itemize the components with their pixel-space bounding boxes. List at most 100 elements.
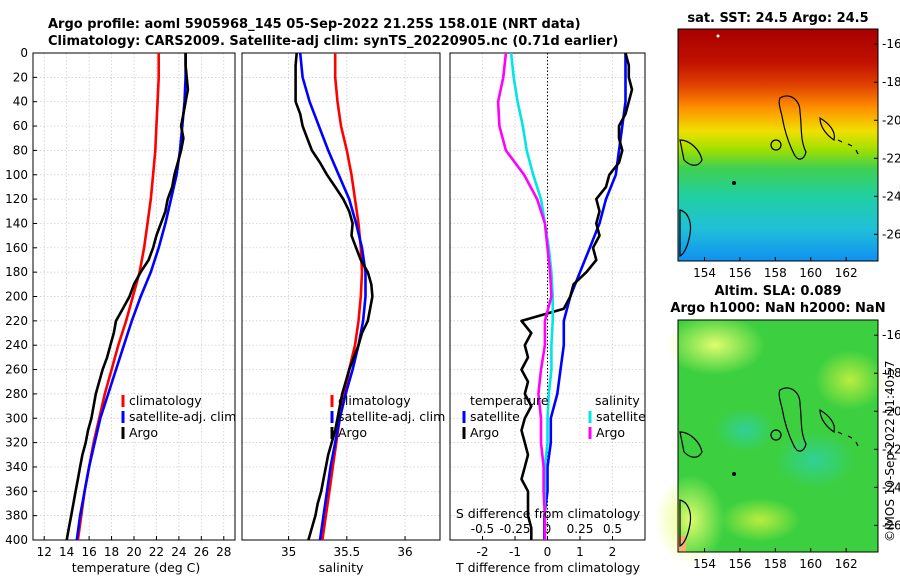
x-tick-label: 36	[397, 545, 412, 559]
legend-title-temperature: temperature	[470, 393, 549, 408]
temperature-xlabel: temperature (deg C)	[72, 560, 201, 575]
y-tick-label: -20	[882, 404, 900, 418]
sst-map-axes: 154 156 158 160 162 -16 -18 -20 -22 -24 -26	[693, 37, 900, 280]
y-tick-label: 200	[5, 290, 28, 304]
series-line-argo	[65, 53, 190, 541]
s-tick-label: -0.5	[471, 522, 494, 536]
x-tick-label: 20	[126, 545, 141, 559]
credit-text: ©IMOS 10-Sep-2022 11:40:57	[883, 360, 897, 542]
legend-label-argo: Argo	[338, 425, 367, 440]
sla-map-axes: 154 156 158 160 162 -16 -18 -20 -22 -24 -26	[693, 328, 900, 571]
x-tick-label: 154	[693, 266, 716, 280]
sla-map-frame	[677, 319, 879, 553]
figure-title-line1: Argo profile: aoml 5905968_145 05-Sep-20…	[48, 17, 581, 32]
y-tick-label: 80	[13, 143, 28, 157]
y-tick-label: 40	[13, 95, 28, 109]
x-tick-label: 158	[764, 266, 787, 280]
island-outline	[770, 139, 782, 151]
sla-blob	[665, 315, 765, 375]
sst-map	[677, 28, 879, 262]
sst-coastlines	[679, 95, 859, 257]
y-tick-label: 0	[20, 46, 28, 60]
x-tick-label: -1	[509, 545, 521, 559]
x-tick-label: 1	[576, 545, 584, 559]
island-outline	[819, 116, 835, 141]
y-tick-label: 300	[5, 411, 28, 425]
sla-blob	[720, 498, 800, 542]
x-tick-label: 18	[104, 545, 119, 559]
y-tick-label: 220	[5, 314, 28, 328]
legend-label-satellite: satellite-adj. clim	[338, 409, 445, 424]
y-tick-label: 180	[5, 265, 28, 279]
x-tick-label: 2	[609, 545, 617, 559]
reef-outline	[837, 431, 859, 447]
y-tick-label: 20	[13, 70, 28, 84]
series-line-satellite-adj-clim	[298, 52, 367, 541]
axes-frame	[241, 52, 441, 541]
y-tick-label: 380	[5, 509, 28, 523]
difference-legend: temperature satellite Argo salinity sate…	[462, 393, 646, 440]
x-tick-label: -2	[477, 545, 489, 559]
y-tick-label: -16	[882, 328, 900, 342]
y-tick-label: 60	[13, 119, 28, 133]
y-tick-label: 240	[5, 338, 28, 352]
x-tick-label: 35.5	[333, 545, 360, 559]
legend-label-climatology: climatology	[338, 393, 411, 408]
sst-map-frame	[677, 28, 879, 262]
y-tick-label: 320	[5, 436, 28, 450]
island-outline	[778, 95, 807, 160]
y-tick-label: -24	[882, 189, 900, 203]
x-tick-label: 12	[37, 545, 52, 559]
x-tick-label: 156	[728, 557, 751, 571]
legend-label-climatology: climatology	[129, 393, 202, 408]
y-tick-label: 280	[5, 387, 28, 401]
s-tick-label: 0.25	[567, 522, 594, 536]
temperature-legend: climatology satellite-adj. clim Argo	[121, 393, 236, 440]
y-tick-label: -26	[882, 518, 900, 532]
argo-location-marker	[732, 181, 736, 185]
coast-outline	[679, 499, 692, 547]
y-tick-label: 400	[5, 533, 28, 547]
s-tick-label: 0.5	[603, 522, 622, 536]
x-tick-label: 158	[764, 557, 787, 571]
argo-location-marker	[732, 472, 736, 476]
s-tick-label: -0.25	[499, 522, 530, 536]
y-tick-label: 360	[5, 484, 28, 498]
x-tick-label: 16	[81, 545, 96, 559]
x-tick-label: 162	[835, 557, 858, 571]
y-tick-label: 260	[5, 363, 28, 377]
figure-title-line2: Climatology: CARS2009. Satellite-adj cli…	[48, 34, 618, 49]
sla-map-title: Altim. SLA: 0.089	[715, 284, 842, 299]
sla-coastlines	[679, 387, 859, 547]
x-tick-label: 160	[799, 557, 822, 571]
y-tick-label: -18	[882, 75, 900, 89]
series-line-s-argo	[496, 52, 553, 540]
island-outline	[778, 387, 807, 452]
sla-map	[655, 315, 885, 565]
x-tick-label: 14	[59, 545, 74, 559]
series-line-climatology	[321, 53, 364, 541]
x-tick-label: 28	[216, 545, 231, 559]
legend-label-s-satellite: satellite	[596, 409, 646, 424]
sla-blob	[775, 432, 855, 488]
y-tick-label: 160	[5, 241, 28, 255]
x-tick-label: 154	[693, 557, 716, 571]
coast-outline	[679, 431, 703, 458]
legend-label-t-satellite: satellite	[470, 409, 520, 424]
sst-field	[678, 29, 878, 261]
y-tick-label: -22	[882, 442, 900, 456]
t-difference-xlabel: T difference from climatology	[455, 560, 641, 575]
series-line-argo	[294, 52, 374, 541]
y-tick-label: 100	[5, 168, 28, 182]
y-tick-label: -26	[882, 227, 900, 241]
x-tick-label: 160	[799, 266, 822, 280]
reef-outline	[837, 139, 859, 155]
x-tick-label: 26	[194, 545, 209, 559]
legend-label-argo: Argo	[129, 425, 158, 440]
y-tick-label: 120	[5, 192, 28, 206]
s-difference-xlabel: S difference from climatology	[456, 506, 641, 521]
x-tick-label: 156	[728, 266, 751, 280]
sla-map-subtitle: Argo h1000: NaN h2000: NaN	[670, 301, 885, 316]
